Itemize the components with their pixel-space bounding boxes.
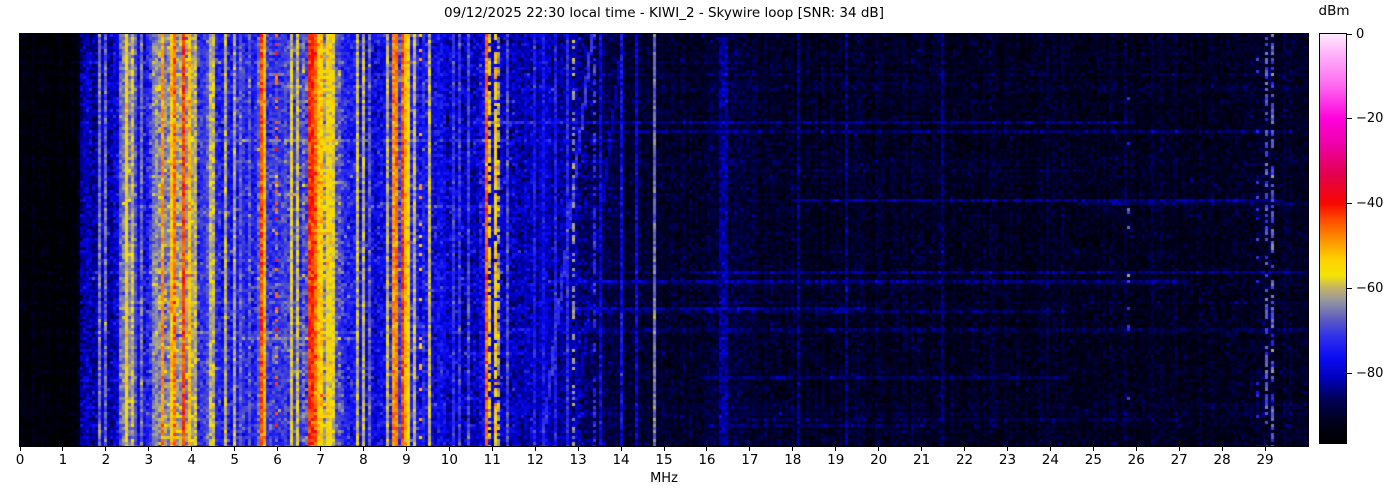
x-tick-label: 3 <box>144 452 154 468</box>
x-tick-label: 2 <box>101 452 111 468</box>
x-tick-label: 19 <box>827 452 845 468</box>
x-tick-label: 4 <box>187 452 197 468</box>
x-tick-label: 12 <box>526 452 544 468</box>
x-tick-label: 24 <box>1041 452 1059 468</box>
x-tick <box>148 447 150 451</box>
x-tick-label: 13 <box>569 452 587 468</box>
colorbar-tick-label: −60 <box>1356 280 1384 296</box>
x-tick <box>320 447 322 451</box>
waterfall-canvas <box>20 34 1308 446</box>
x-tick-label: 0 <box>15 452 25 468</box>
x-tick <box>1178 447 1180 451</box>
x-tick <box>792 447 794 451</box>
x-tick <box>1264 447 1266 451</box>
x-tick <box>620 447 622 451</box>
x-tick <box>62 447 64 451</box>
x-tick <box>448 447 450 451</box>
x-tick-label: 10 <box>440 452 458 468</box>
x-tick <box>577 447 579 451</box>
x-tick <box>534 447 536 451</box>
x-tick <box>491 447 493 451</box>
x-tick <box>964 447 966 451</box>
x-tick <box>234 447 236 451</box>
colorbar-tick <box>1347 33 1352 35</box>
x-tick-label: 5 <box>230 452 239 468</box>
x-tick-label: 7 <box>316 452 325 468</box>
x-tick-label: 29 <box>1256 452 1274 468</box>
x-tick-label: 8 <box>359 452 368 468</box>
x-tick-label: 9 <box>402 452 411 468</box>
x-tick <box>878 447 880 451</box>
colorbar-tick-label: −80 <box>1356 365 1384 381</box>
x-tick <box>19 447 21 451</box>
x-axis-label: MHz <box>650 471 678 486</box>
x-tick-label: 6 <box>273 452 282 468</box>
x-tick <box>405 447 407 451</box>
x-tick-label: 27 <box>1170 452 1188 468</box>
x-tick <box>706 447 708 451</box>
x-tick <box>835 447 837 451</box>
colorbar <box>1319 33 1347 444</box>
colorbar-tick-label: −40 <box>1356 196 1384 212</box>
x-tick-label: 14 <box>612 452 630 468</box>
x-tick <box>749 447 751 451</box>
x-tick-label: 11 <box>483 452 501 468</box>
x-tick <box>277 447 279 451</box>
x-tick <box>362 447 364 451</box>
chart-title: 09/12/2025 22:30 local time - KIWI_2 - S… <box>444 5 884 21</box>
colorbar-tick <box>1347 118 1352 120</box>
x-tick-label: 23 <box>998 452 1017 468</box>
colorbar-tick-label: −20 <box>1356 111 1384 127</box>
x-tick-label: 15 <box>655 452 673 468</box>
x-tick <box>1006 447 1008 451</box>
colorbar-tick-label: 0 <box>1356 26 1365 42</box>
x-tick <box>105 447 107 451</box>
colorbar-tick <box>1347 287 1352 289</box>
x-tick-label: 16 <box>698 452 716 468</box>
x-tick-label: 22 <box>955 452 974 468</box>
colorbar-tick <box>1347 372 1352 374</box>
x-tick <box>921 447 923 451</box>
x-tick <box>663 447 665 451</box>
x-tick-label: 28 <box>1213 452 1231 468</box>
x-tick-label: 25 <box>1084 452 1102 468</box>
x-tick <box>1092 447 1094 451</box>
x-tick <box>1221 447 1223 451</box>
colorbar-gradient <box>1320 34 1346 443</box>
colorbar-unit-label: dBm <box>1318 3 1350 19</box>
x-tick-label: 21 <box>913 452 931 468</box>
x-tick-label: 18 <box>784 452 802 468</box>
x-tick <box>1049 447 1051 451</box>
colorbar-tick <box>1347 203 1352 205</box>
x-tick <box>1135 447 1137 451</box>
x-tick-label: 17 <box>741 452 759 468</box>
x-tick-label: 20 <box>870 452 888 468</box>
x-tick-label: 26 <box>1127 452 1145 468</box>
x-tick <box>191 447 193 451</box>
x-tick-label: 1 <box>58 452 68 468</box>
